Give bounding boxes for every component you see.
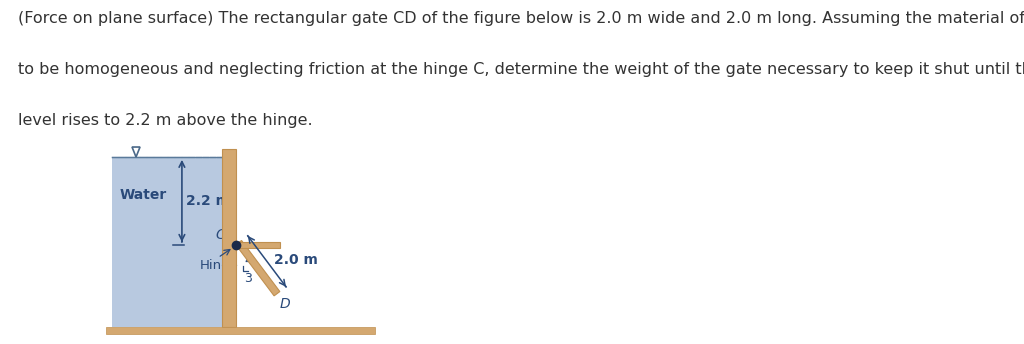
Text: level rises to 2.2 m above the hinge.: level rises to 2.2 m above the hinge. <box>18 113 313 128</box>
Text: to be homogeneous and neglecting friction at the hinge C, determine the weight o: to be homogeneous and neglecting frictio… <box>18 62 1024 77</box>
Text: Hinge: Hinge <box>200 259 239 272</box>
Text: Water: Water <box>120 188 167 202</box>
Text: 2.0 m: 2.0 m <box>274 252 318 267</box>
Bar <box>222 149 236 326</box>
Text: (Force on plane surface) The rectangular gate CD of the figure below is 2.0 m wi: (Force on plane surface) The rectangular… <box>18 11 1024 26</box>
Text: 2.2 m: 2.2 m <box>186 194 230 208</box>
Bar <box>106 326 376 334</box>
Text: 3: 3 <box>244 272 252 285</box>
Text: D: D <box>280 297 290 311</box>
Polygon shape <box>236 240 280 296</box>
Text: C: C <box>215 228 225 242</box>
Bar <box>236 241 280 248</box>
Bar <box>112 157 222 326</box>
Text: 4: 4 <box>245 254 252 267</box>
